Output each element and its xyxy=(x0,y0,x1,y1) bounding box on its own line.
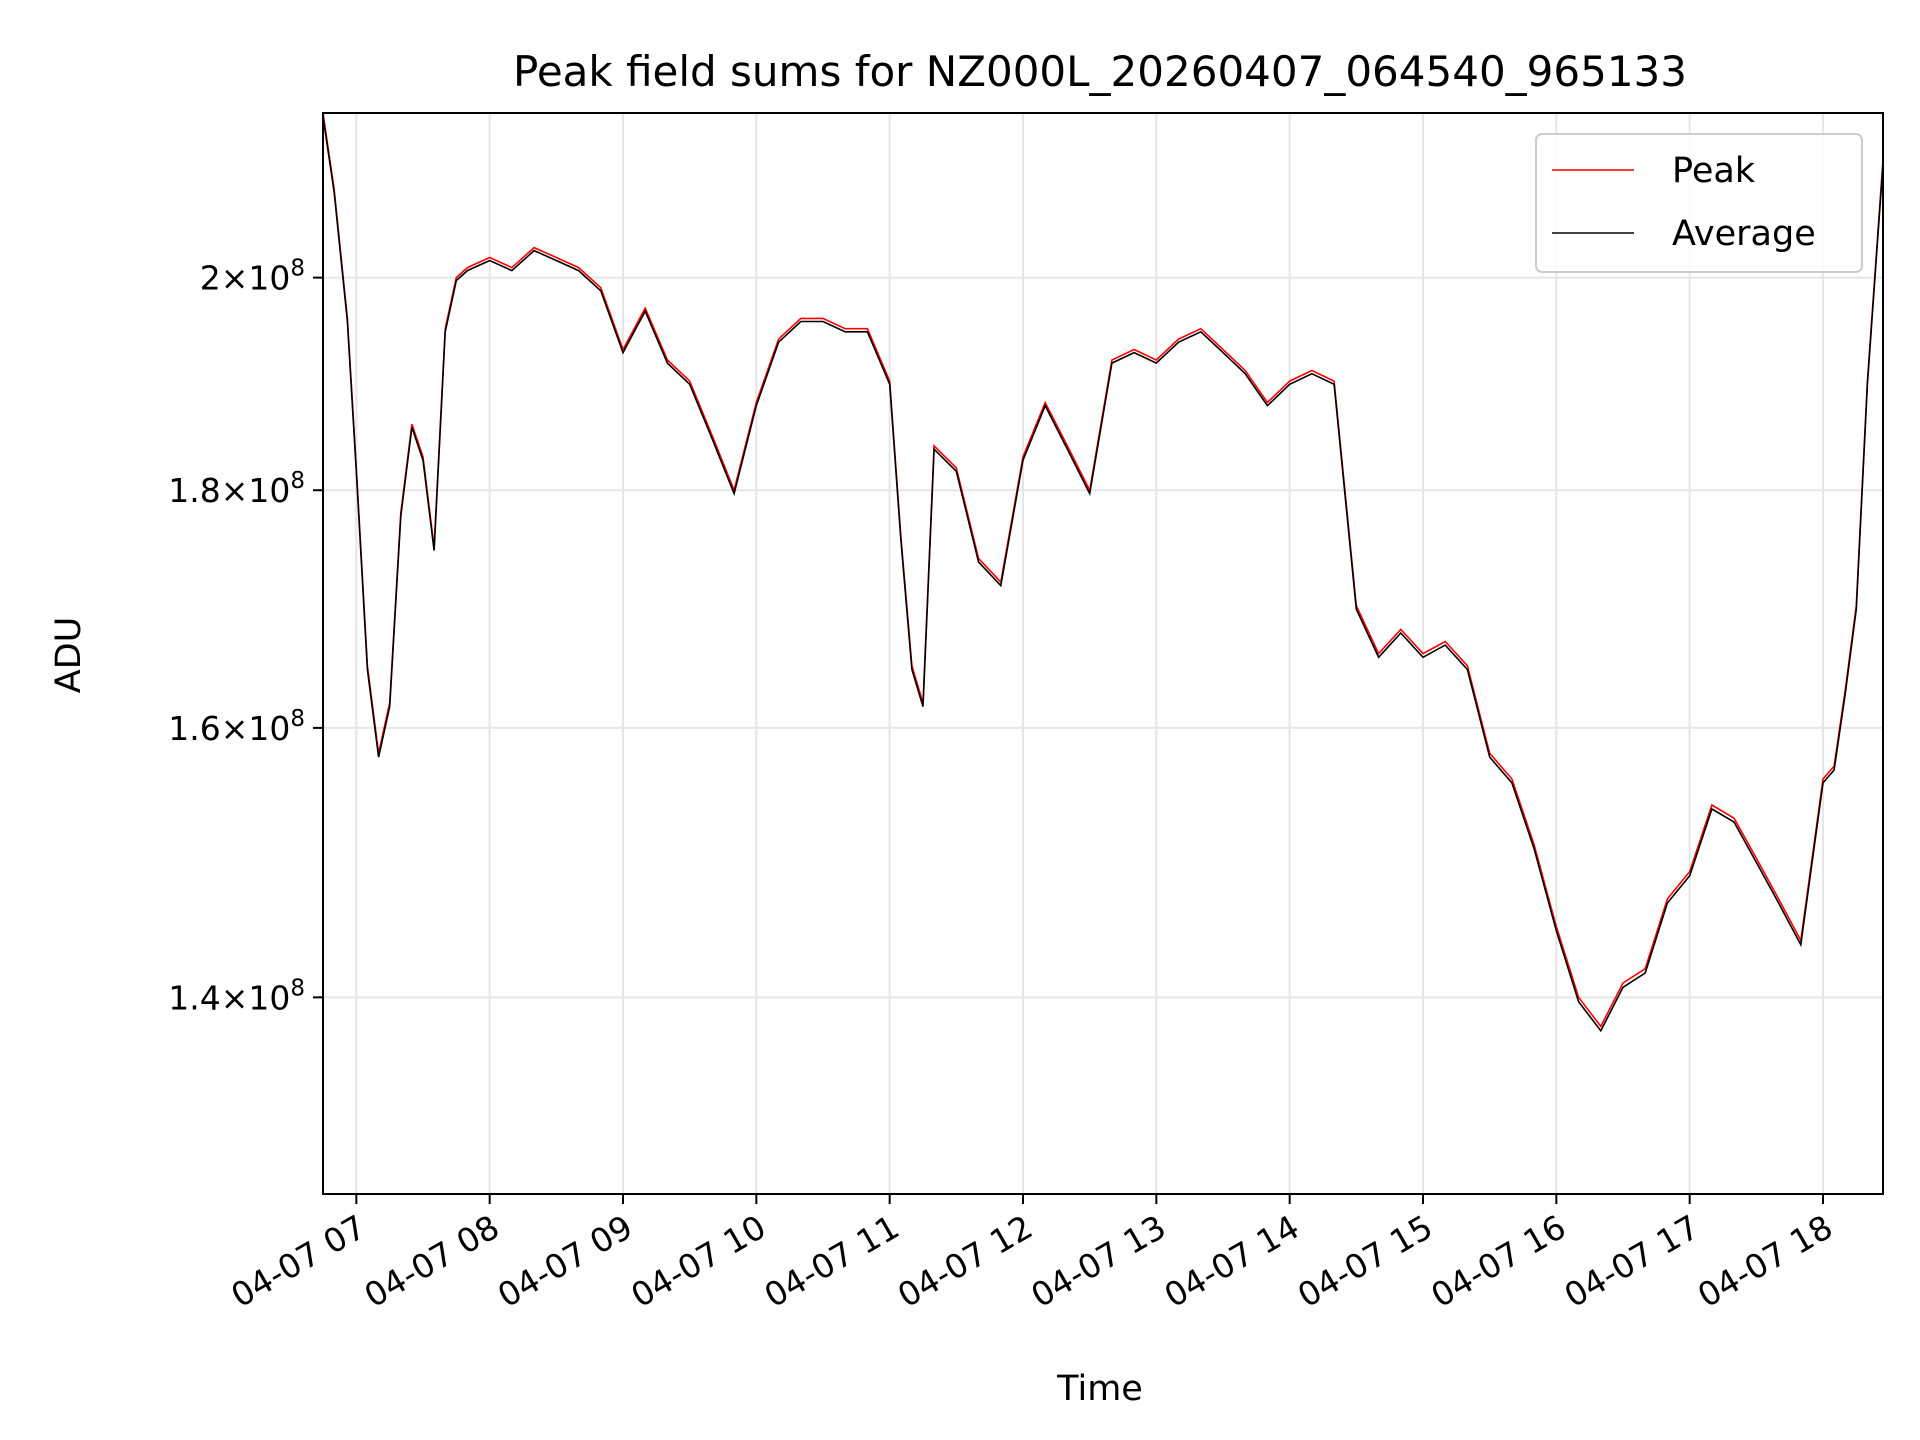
plot-area xyxy=(322,112,1884,1033)
x-axis-label: Time xyxy=(1056,1369,1143,1409)
plot-frame xyxy=(322,112,1884,1195)
y-axis: 1.4×108 1.6×108 1.8×108 2×108 xyxy=(168,256,323,1017)
y-tick-label: 1.6×108 xyxy=(168,706,305,748)
legend-box xyxy=(1535,133,1863,273)
x-tick-label: 04-07 14 xyxy=(1158,1207,1306,1315)
x-tick-label: 04-07 18 xyxy=(1691,1207,1839,1315)
chart-title: Peak field sums for NZ000L_20260407_0645… xyxy=(513,47,1687,96)
x-tick-label: 04-07 09 xyxy=(491,1207,639,1315)
series-line-average xyxy=(322,116,1884,1033)
legend: Peak Average xyxy=(1535,133,1863,273)
y-tick-label: 1.4×108 xyxy=(168,975,305,1017)
y-tick-label: 1.8×108 xyxy=(168,468,305,510)
x-tick-label: 04-07 15 xyxy=(1291,1207,1439,1315)
y-axis-label: ADU xyxy=(49,617,89,694)
x-tick-label: 04-07 11 xyxy=(758,1207,906,1315)
x-tick-label: 04-07 08 xyxy=(358,1207,506,1315)
x-tick-label: 04-07 12 xyxy=(891,1207,1039,1315)
legend-label-average: Average xyxy=(1672,214,1816,254)
grid-lines xyxy=(323,113,1883,1194)
x-tick-label: 04-07 16 xyxy=(1424,1207,1572,1315)
series-line-peak xyxy=(322,112,1884,1028)
x-tick-label: 04-07 17 xyxy=(1558,1207,1706,1315)
x-tick-label: 04-07 07 xyxy=(224,1207,372,1315)
y-tick-label: 2×108 xyxy=(200,256,305,298)
x-tick-label: 04-07 10 xyxy=(624,1207,772,1315)
legend-label-peak: Peak xyxy=(1672,151,1756,191)
x-tick-label: 04-07 13 xyxy=(1024,1207,1172,1315)
